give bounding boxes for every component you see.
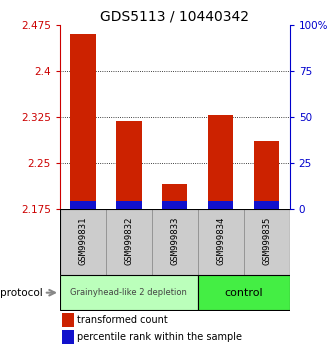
Text: Grainyhead-like 2 depletion: Grainyhead-like 2 depletion bbox=[71, 288, 187, 297]
FancyBboxPatch shape bbox=[106, 209, 152, 275]
Bar bbox=[254, 141, 279, 201]
Bar bbox=[70, 201, 96, 209]
Bar bbox=[208, 201, 233, 209]
Text: GSM999833: GSM999833 bbox=[170, 216, 179, 264]
Bar bbox=[70, 34, 96, 201]
Bar bbox=[254, 201, 279, 209]
Text: percentile rank within the sample: percentile rank within the sample bbox=[77, 332, 242, 342]
Bar bbox=[62, 330, 74, 344]
FancyBboxPatch shape bbox=[60, 209, 106, 275]
Bar bbox=[116, 121, 142, 201]
Text: GSM999831: GSM999831 bbox=[78, 216, 88, 264]
Text: GSM999832: GSM999832 bbox=[124, 216, 134, 264]
Bar bbox=[162, 184, 187, 201]
Bar bbox=[62, 313, 74, 327]
FancyBboxPatch shape bbox=[152, 209, 198, 275]
Text: GSM999835: GSM999835 bbox=[262, 216, 271, 264]
FancyBboxPatch shape bbox=[198, 209, 244, 275]
Text: control: control bbox=[224, 288, 263, 298]
FancyBboxPatch shape bbox=[60, 275, 198, 310]
Bar bbox=[208, 115, 233, 201]
Text: transformed count: transformed count bbox=[77, 315, 168, 325]
Text: protocol: protocol bbox=[0, 288, 43, 298]
FancyBboxPatch shape bbox=[244, 209, 290, 275]
Bar bbox=[116, 201, 142, 209]
FancyBboxPatch shape bbox=[198, 275, 290, 310]
Text: GSM999834: GSM999834 bbox=[216, 216, 225, 264]
Bar bbox=[162, 201, 187, 209]
Title: GDS5113 / 10440342: GDS5113 / 10440342 bbox=[100, 10, 249, 24]
